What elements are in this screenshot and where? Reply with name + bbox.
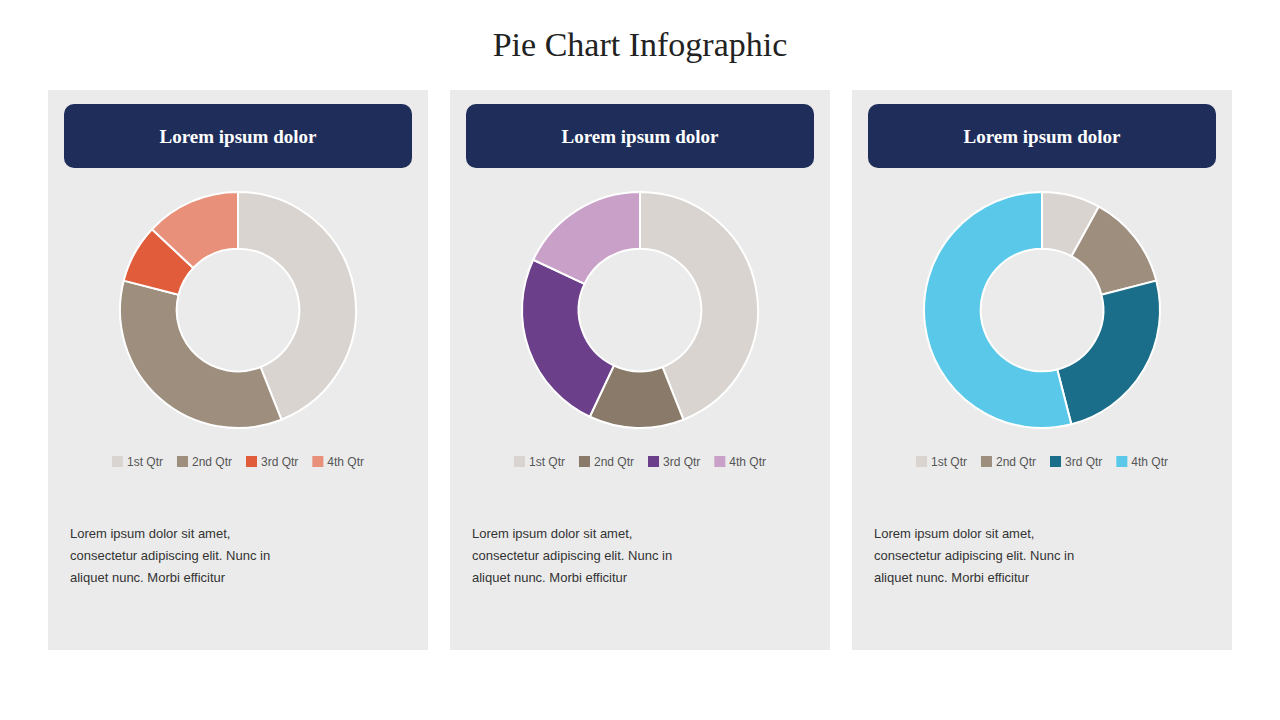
caption-line: aliquet nunc. Morbi efficitur: [70, 570, 226, 585]
caption-line: Lorem ipsum dolor sit amet,: [70, 526, 230, 541]
donut: [522, 192, 758, 428]
donut-slice: [522, 260, 614, 417]
legend-label: 2nd Qtr: [192, 455, 232, 469]
chart-canvas: Pie Chart Infographic Lorem ipsum dolor 1s…: [0, 0, 1280, 720]
card-background: [48, 90, 428, 650]
donut-slice: [120, 281, 281, 428]
legend-label: 4th Qtr: [729, 455, 766, 469]
caption: Lorem ipsum dolor sit amet, consectetur a…: [472, 526, 672, 585]
legend-swatch: [579, 456, 590, 467]
card-header: [466, 104, 814, 168]
legend-swatch: [112, 456, 123, 467]
legend-label: 1st Qtr: [127, 455, 163, 469]
legend-swatch: [1050, 456, 1061, 467]
legend-label: 3rd Qtr: [663, 455, 700, 469]
legend: 1st Qtr 2nd Qtr 3rd Qtr 4th Qtr: [112, 455, 364, 469]
donut-slice: [152, 192, 238, 268]
caption-line: consectetur adipiscing elit. Nunc in: [70, 548, 270, 563]
caption-line: aliquet nunc. Morbi efficitur: [472, 570, 628, 585]
card: Lorem ipsum dolor 1st Qtr 2nd Qtr 3rd Qtr 4t…: [852, 90, 1232, 650]
card-header: [868, 104, 1216, 168]
legend-label: 2nd Qtr: [996, 455, 1036, 469]
caption: Lorem ipsum dolor sit amet, consectetur a…: [70, 526, 270, 585]
card-header-text: Lorem ipsum dolor: [964, 126, 1122, 147]
legend-label: 4th Qtr: [327, 455, 364, 469]
legend-label: 3rd Qtr: [261, 455, 298, 469]
card: Lorem ipsum dolor 1st Qtr 2nd Qtr 3rd Qtr 4t…: [450, 90, 830, 650]
donut-slice: [1072, 207, 1157, 295]
legend-swatch: [246, 456, 257, 467]
legend-swatch: [916, 456, 927, 467]
donut: [924, 192, 1160, 428]
card-header: [64, 104, 412, 168]
caption-line: aliquet nunc. Morbi efficitur: [874, 570, 1030, 585]
title: Pie Chart Infographic: [493, 26, 788, 63]
caption: Lorem ipsum dolor sit amet, consectetur a…: [874, 526, 1074, 585]
page: {"title": "Pie Chart Infographic", "char…: [0, 0, 1280, 720]
card: Lorem ipsum dolor 1st Qtr 2nd Qtr 3rd Qtr 4t…: [48, 90, 428, 650]
card-background: [450, 90, 830, 650]
donut-slice: [1057, 281, 1160, 425]
legend-swatch: [714, 456, 725, 467]
legend-label: 2nd Qtr: [594, 455, 634, 469]
legend: 1st Qtr 2nd Qtr 3rd Qtr 4th Qtr: [514, 455, 766, 469]
card-header-text: Lorem ipsum dolor: [562, 126, 720, 147]
legend-swatch: [981, 456, 992, 467]
legend-label: 1st Qtr: [529, 455, 565, 469]
donut: [120, 192, 356, 428]
caption-line: consectetur adipiscing elit. Nunc in: [472, 548, 672, 563]
legend-swatch: [514, 456, 525, 467]
donut-slice: [924, 192, 1071, 428]
legend-label: 3rd Qtr: [1065, 455, 1102, 469]
card-background: [852, 90, 1232, 650]
legend-swatch: [177, 456, 188, 467]
caption-line: Lorem ipsum dolor sit amet,: [472, 526, 632, 541]
background: [0, 0, 1280, 720]
donut-slice: [533, 192, 640, 284]
legend-swatch: [1116, 456, 1127, 467]
card-header-text: Lorem ipsum dolor: [160, 126, 318, 147]
legend-swatch: [648, 456, 659, 467]
caption-line: Lorem ipsum dolor sit amet,: [874, 526, 1034, 541]
legend-label: 1st Qtr: [931, 455, 967, 469]
legend-label: 4th Qtr: [1131, 455, 1168, 469]
caption-line: consectetur adipiscing elit. Nunc in: [874, 548, 1074, 563]
legend: 1st Qtr 2nd Qtr 3rd Qtr 4th Qtr: [916, 455, 1168, 469]
legend-swatch: [312, 456, 323, 467]
